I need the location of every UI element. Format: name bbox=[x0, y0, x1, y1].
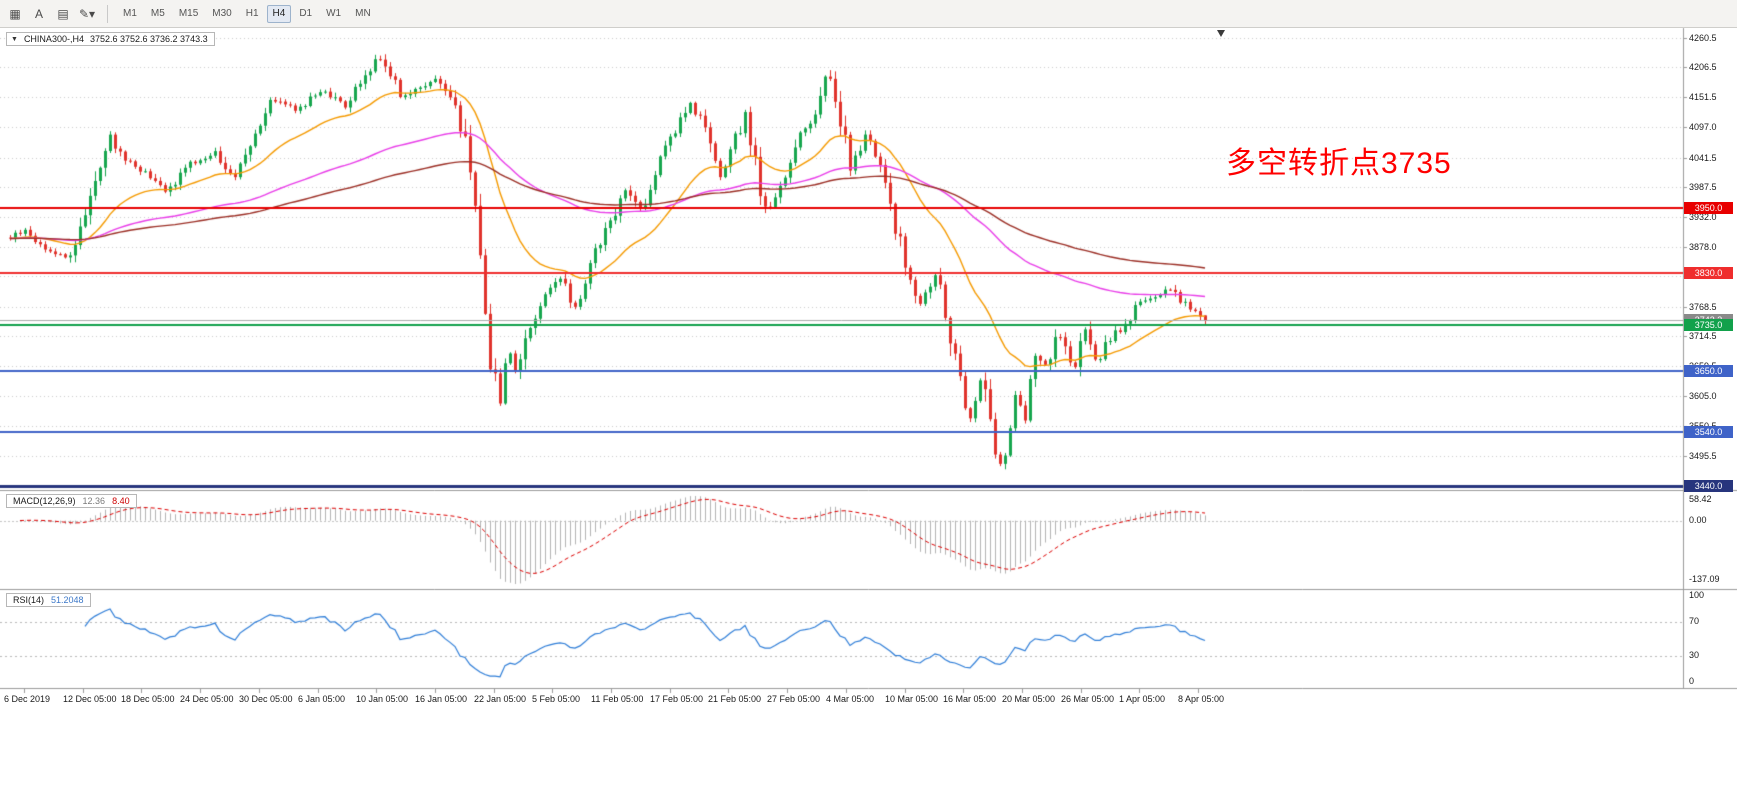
toolbar-divider bbox=[107, 4, 108, 23]
rsi-value: 51.2048 bbox=[51, 595, 84, 605]
text-tool-icon[interactable]: A bbox=[34, 6, 43, 21]
time-axis-label: 4 Mar 05:00 bbox=[826, 694, 875, 704]
time-axis-label: 17 Feb 05:00 bbox=[650, 694, 704, 704]
time-axis-label: 5 Feb 05:00 bbox=[532, 694, 581, 704]
time-axis-label: 18 Dec 05:00 bbox=[121, 694, 175, 704]
price-tick-label: 3878.0 bbox=[1689, 241, 1717, 252]
timeframe-button-h1[interactable]: H1 bbox=[240, 5, 265, 23]
price-tick-label: 3550.5 bbox=[1689, 421, 1717, 432]
price-tick-label: 4097.0 bbox=[1689, 121, 1717, 132]
ohlc-expander-icon[interactable]: ▼ bbox=[11, 35, 18, 43]
time-axis-label: 24 Dec 05:00 bbox=[180, 694, 234, 704]
timeframe-button-m5[interactable]: M5 bbox=[145, 5, 171, 23]
symbol-period-label: CHINA300-,H4 bbox=[23, 34, 84, 44]
macd-indicator-label: MACD(12,26,9) 12.36 8.40 bbox=[6, 494, 137, 508]
macd-main-value: 12.36 bbox=[82, 496, 106, 506]
rsi-scale-label: 0 bbox=[1689, 676, 1695, 686]
draw-style-icon[interactable]: ✎▾ bbox=[78, 6, 96, 21]
price-tick-label: 3987.5 bbox=[1689, 181, 1717, 192]
price-line-label: 3540.0 bbox=[1684, 426, 1733, 438]
macd-signal-value: 8.40 bbox=[112, 496, 130, 506]
time-axis-label: 10 Mar 05:00 bbox=[885, 694, 939, 704]
price-line-label: 3440.0 bbox=[1684, 480, 1733, 492]
macd-scale-label: 58.42 bbox=[1689, 494, 1712, 504]
price-tick-label: 3495.5 bbox=[1689, 450, 1717, 461]
time-axis-label: 6 Jan 05:00 bbox=[298, 694, 346, 704]
time-axis-label: 1 Apr 05:00 bbox=[1119, 694, 1166, 704]
price-tick-label: 3714.5 bbox=[1689, 330, 1717, 341]
time-axis-label: 6 Dec 2019 bbox=[4, 694, 51, 704]
time-axis-label: 16 Jan 05:00 bbox=[415, 694, 468, 704]
timeframe-button-w1[interactable]: W1 bbox=[320, 5, 347, 23]
macd-scale-label: -137.09 bbox=[1689, 574, 1720, 584]
time-axis-label: 20 Mar 05:00 bbox=[1002, 694, 1056, 704]
time-axis-label: 16 Mar 05:00 bbox=[943, 694, 997, 704]
price-line-label: 3650.0 bbox=[1684, 365, 1733, 377]
ohlc-values: 3752.6 3752.6 3736.2 3743.3 bbox=[89, 34, 208, 44]
tick-grid-icon[interactable]: ▦ bbox=[9, 6, 21, 21]
rsi-scale-label: 70 bbox=[1689, 616, 1700, 626]
price-tick-label: 3605.0 bbox=[1689, 390, 1717, 401]
price-line-label: 3735.0 bbox=[1684, 319, 1733, 331]
timeframe-button-mn[interactable]: MN bbox=[349, 5, 377, 23]
time-axis-label: 22 Jan 05:00 bbox=[474, 694, 527, 704]
timeframe-button-m15[interactable]: M15 bbox=[173, 5, 204, 23]
timeframe-button-h4[interactable]: H4 bbox=[266, 4, 292, 23]
chart-window-icon[interactable]: ▤ bbox=[57, 6, 69, 21]
price-tick-label: 4260.5 bbox=[1689, 32, 1717, 43]
time-axis-label: 27 Feb 05:00 bbox=[767, 694, 821, 704]
timeframe-button-d1[interactable]: D1 bbox=[293, 5, 318, 23]
time-axis-label: 21 Feb 05:00 bbox=[708, 694, 762, 704]
time-axis-label: 10 Jan 05:00 bbox=[356, 694, 409, 704]
price-tick-label: 3768.5 bbox=[1689, 301, 1717, 312]
price-tick-label: 4151.5 bbox=[1689, 91, 1717, 102]
macd-name: MACD(12,26,9) bbox=[13, 496, 76, 506]
timeframe-button-m30[interactable]: M30 bbox=[206, 5, 237, 23]
time-axis-label: 12 Dec 05:00 bbox=[63, 694, 117, 704]
price-line-label: 3830.0 bbox=[1684, 267, 1733, 279]
price-tick-label: 4041.5 bbox=[1689, 152, 1717, 163]
rsi-scale-label: 100 bbox=[1689, 590, 1705, 600]
time-axis-label: 30 Dec 05:00 bbox=[239, 694, 293, 704]
chart-title: ▼ CHINA300-,H4 3752.6 3752.6 3736.2 3743… bbox=[6, 32, 215, 46]
rsi-name: RSI(14) bbox=[13, 595, 45, 605]
time-axis-label: 11 Feb 05:00 bbox=[591, 694, 644, 704]
time-axis-label: 8 Apr 05:00 bbox=[1178, 694, 1225, 704]
price-tick-label: 3932.0 bbox=[1689, 211, 1717, 222]
chart-shift-marker-icon[interactable] bbox=[1217, 30, 1225, 37]
timeframe-button-m1[interactable]: M1 bbox=[117, 5, 143, 23]
macd-scale-label: 0.00 bbox=[1689, 515, 1707, 525]
price-line-label: 3950.0 bbox=[1684, 202, 1733, 214]
time-axis-label: 26 Mar 05:00 bbox=[1061, 694, 1115, 704]
price-tick-label: 4206.5 bbox=[1689, 61, 1717, 72]
rsi-indicator-label: RSI(14) 51.2048 bbox=[6, 593, 91, 607]
toolbar: ▦ A ▤ ✎▾ M1 M5 M15 M30 H1 H4 D1 W1 MN bbox=[0, 0, 1737, 28]
annotation-text: 多空转折点3735 bbox=[1226, 147, 1452, 180]
rsi-scale-label: 30 bbox=[1689, 650, 1700, 660]
